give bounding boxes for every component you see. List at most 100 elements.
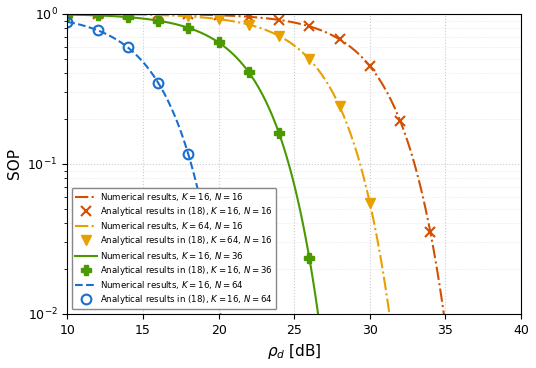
- Analytical results in (18), $K = 16$, $N = 64$: [94, 28, 101, 32]
- Line: Analytical results in (18), $K = 16$, $N = 16$: Analytical results in (18), $K = 16$, $N…: [63, 9, 526, 326]
- Analytical results in (18), $K = 16$, $N = 64$: [245, 318, 252, 323]
- Analytical results in (18), $K = 16$, $N = 16$: [245, 15, 252, 19]
- Analytical results in (18), $K = 16$, $N = 16$: [427, 230, 434, 234]
- Analytical results in (18), $K = 16$, $N = 36$: [518, 318, 524, 323]
- Analytical results in (18), $K = 64$, $N = 16$: [367, 201, 373, 205]
- Analytical results in (18), $K = 16$, $N = 16$: [155, 12, 161, 16]
- Line: Numerical results, $K = 16$, $N = 16$: Numerical results, $K = 16$, $N = 16$: [68, 14, 521, 321]
- Numerical results, $K = 16$, $N = 64$: [437, 318, 443, 323]
- Numerical results, $K = 64$, $N = 16$: [518, 318, 524, 323]
- Legend: Numerical results, $K = 16$, $N = 16$, Analytical results in (18), $K = 16$, $N : Numerical results, $K = 16$, $N = 16$, A…: [72, 188, 277, 309]
- Analytical results in (18), $K = 16$, $N = 16$: [124, 12, 131, 16]
- Analytical results in (18), $K = 16$, $N = 64$: [155, 80, 161, 85]
- Numerical results, $K = 64$, $N = 16$: [64, 12, 71, 16]
- Analytical results in (18), $K = 16$, $N = 36$: [155, 18, 161, 23]
- Analytical results in (18), $K = 16$, $N = 64$: [367, 318, 373, 323]
- Analytical results in (18), $K = 16$, $N = 16$: [306, 24, 312, 28]
- Analytical results in (18), $K = 16$, $N = 36$: [245, 70, 252, 75]
- Analytical results in (18), $K = 16$, $N = 16$: [397, 118, 403, 123]
- Analytical results in (18), $K = 16$, $N = 36$: [185, 26, 191, 30]
- Analytical results in (18), $K = 64$, $N = 16$: [185, 14, 191, 18]
- Analytical results in (18), $K = 16$, $N = 36$: [124, 15, 131, 20]
- Numerical results, $K = 64$, $N = 16$: [437, 318, 443, 323]
- Analytical results in (18), $K = 16$, $N = 64$: [276, 318, 282, 323]
- Analytical results in (18), $K = 16$, $N = 64$: [124, 45, 131, 50]
- Numerical results, $K = 16$, $N = 64$: [310, 318, 317, 323]
- Analytical results in (18), $K = 16$, $N = 64$: [64, 20, 71, 24]
- Analytical results in (18), $K = 64$, $N = 16$: [215, 17, 222, 21]
- Numerical results, $K = 64$, $N = 16$: [280, 36, 286, 40]
- Analytical results in (18), $K = 16$, $N = 64$: [306, 318, 312, 323]
- Analytical results in (18), $K = 16$, $N = 36$: [397, 318, 403, 323]
- Analytical results in (18), $K = 16$, $N = 36$: [457, 318, 464, 323]
- Numerical results, $K = 64$, $N = 16$: [388, 318, 394, 323]
- Analytical results in (18), $K = 64$, $N = 16$: [155, 13, 161, 17]
- Numerical results, $K = 64$, $N = 16$: [310, 61, 316, 65]
- Analytical results in (18), $K = 64$, $N = 16$: [337, 104, 343, 109]
- Numerical results, $K = 16$, $N = 16$: [282, 19, 289, 23]
- Analytical results in (18), $K = 16$, $N = 16$: [185, 12, 191, 17]
- Analytical results in (18), $K = 64$, $N = 16$: [306, 57, 312, 61]
- Numerical results, $K = 16$, $N = 36$: [64, 13, 71, 17]
- Analytical results in (18), $K = 16$, $N = 64$: [337, 318, 343, 323]
- Analytical results in (18), $K = 16$, $N = 16$: [367, 64, 373, 68]
- Analytical results in (18), $K = 16$, $N = 16$: [94, 12, 101, 16]
- Numerical results, $K = 16$, $N = 16$: [442, 318, 449, 323]
- Analytical results in (18), $K = 16$, $N = 36$: [94, 13, 101, 18]
- Analytical results in (18), $K = 64$, $N = 16$: [427, 318, 434, 323]
- Analytical results in (18), $K = 16$, $N = 64$: [397, 318, 403, 323]
- Numerical results, $K = 16$, $N = 64$: [280, 318, 287, 323]
- Analytical results in (18), $K = 16$, $N = 16$: [488, 318, 494, 323]
- Numerical results, $K = 16$, $N = 16$: [334, 36, 341, 40]
- Numerical results, $K = 64$, $N = 16$: [508, 318, 515, 323]
- Line: Analytical results in (18), $K = 64$, $N = 16$: Analytical results in (18), $K = 64$, $N…: [63, 9, 526, 326]
- Numerical results, $K = 16$, $N = 64$: [518, 318, 524, 323]
- Analytical results in (18), $K = 16$, $N = 16$: [337, 37, 343, 42]
- Numerical results, $K = 16$, $N = 16$: [508, 318, 515, 323]
- Analytical results in (18), $K = 16$, $N = 36$: [488, 318, 494, 323]
- Analytical results in (18), $K = 64$, $N = 16$: [124, 12, 131, 17]
- Analytical results in (18), $K = 64$, $N = 16$: [397, 318, 403, 323]
- Numerical results, $K = 16$, $N = 36$: [310, 277, 316, 282]
- Analytical results in (18), $K = 16$, $N = 36$: [367, 318, 373, 323]
- Analytical results in (18), $K = 16$, $N = 64$: [427, 318, 434, 323]
- Analytical results in (18), $K = 16$, $N = 16$: [64, 11, 71, 16]
- Analytical results in (18), $K = 16$, $N = 64$: [518, 318, 524, 323]
- Numerical results, $K = 16$, $N = 16$: [310, 25, 316, 29]
- Analytical results in (18), $K = 16$, $N = 36$: [276, 131, 282, 136]
- Numerical results, $K = 64$, $N = 16$: [334, 99, 341, 104]
- Numerical results, $K = 16$, $N = 36$: [437, 318, 443, 323]
- Analytical results in (18), $K = 16$, $N = 16$: [457, 318, 464, 323]
- Numerical results, $K = 16$, $N = 64$: [283, 318, 289, 323]
- X-axis label: $\rho_d$ [dB]: $\rho_d$ [dB]: [267, 342, 322, 361]
- Line: Numerical results, $K = 64$, $N = 16$: Numerical results, $K = 64$, $N = 16$: [68, 14, 521, 321]
- Numerical results, $K = 16$, $N = 36$: [335, 318, 341, 323]
- Analytical results in (18), $K = 16$, $N = 36$: [64, 13, 71, 17]
- Numerical results, $K = 16$, $N = 64$: [64, 20, 71, 24]
- Analytical results in (18), $K = 16$, $N = 36$: [306, 256, 312, 260]
- Numerical results, $K = 16$, $N = 64$: [219, 318, 225, 323]
- Line: Analytical results in (18), $K = 16$, $N = 36$: Analytical results in (18), $K = 16$, $N…: [63, 10, 526, 326]
- Y-axis label: SOP: SOP: [7, 148, 22, 179]
- Analytical results in (18), $K = 64$, $N = 16$: [94, 12, 101, 16]
- Line: Numerical results, $K = 16$, $N = 64$: Numerical results, $K = 16$, $N = 64$: [68, 22, 521, 321]
- Numerical results, $K = 16$, $N = 36$: [316, 318, 323, 323]
- Numerical results, $K = 16$, $N = 16$: [280, 18, 286, 23]
- Analytical results in (18), $K = 64$, $N = 16$: [457, 318, 464, 323]
- Analytical results in (18), $K = 64$, $N = 16$: [276, 34, 282, 38]
- Analytical results in (18), $K = 16$, $N = 16$: [276, 18, 282, 22]
- Numerical results, $K = 16$, $N = 36$: [282, 151, 289, 155]
- Analytical results in (18), $K = 16$, $N = 16$: [518, 318, 524, 323]
- Numerical results, $K = 16$, $N = 36$: [280, 142, 286, 147]
- Numerical results, $K = 16$, $N = 16$: [64, 11, 71, 16]
- Line: Numerical results, $K = 16$, $N = 36$: Numerical results, $K = 16$, $N = 36$: [68, 15, 521, 321]
- Numerical results, $K = 16$, $N = 36$: [508, 318, 515, 323]
- Analytical results in (18), $K = 16$, $N = 64$: [185, 152, 191, 156]
- Analytical results in (18), $K = 64$, $N = 16$: [488, 318, 494, 323]
- Analytical results in (18), $K = 64$, $N = 16$: [64, 12, 71, 16]
- Analytical results in (18), $K = 16$, $N = 64$: [488, 318, 494, 323]
- Analytical results in (18), $K = 16$, $N = 36$: [337, 318, 343, 323]
- Numerical results, $K = 16$, $N = 64$: [508, 318, 515, 323]
- Analytical results in (18), $K = 16$, $N = 36$: [427, 318, 434, 323]
- Line: Analytical results in (18), $K = 16$, $N = 64$: Analytical results in (18), $K = 16$, $N…: [63, 17, 526, 326]
